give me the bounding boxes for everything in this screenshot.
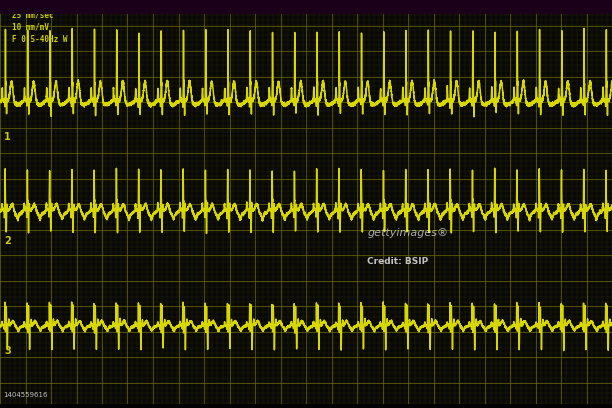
Bar xyxy=(0,0,612,14)
Bar xyxy=(0,404,612,408)
Text: gettyimages®: gettyimages® xyxy=(367,228,449,237)
Text: 2: 2 xyxy=(4,236,11,246)
Text: 1: 1 xyxy=(4,132,11,142)
Text: 10 mm/mV: 10 mm/mV xyxy=(12,22,49,31)
Text: 3: 3 xyxy=(4,346,11,356)
Text: 25 mm/sec: 25 mm/sec xyxy=(12,10,54,19)
Text: F 0.5-40Hz W: F 0.5-40Hz W xyxy=(12,35,67,44)
Text: 1404559616: 1404559616 xyxy=(3,392,48,398)
Text: Credit: BSIP: Credit: BSIP xyxy=(367,257,428,266)
